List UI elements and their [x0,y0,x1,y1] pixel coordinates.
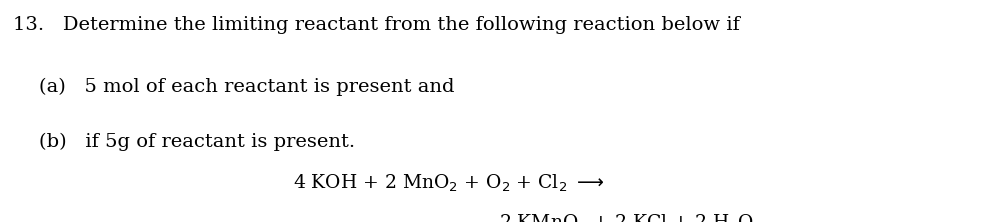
Text: 4 KOH + 2 MnO$_2$ + O$_2$ + Cl$_2$ $\longrightarrow$: 4 KOH + 2 MnO$_2$ + O$_2$ + Cl$_2$ $\lon… [293,173,604,194]
Text: (a)   5 mol of each reactant is present and: (a) 5 mol of each reactant is present an… [39,78,455,96]
Text: (b)   if 5g of reactant is present.: (b) if 5g of reactant is present. [39,133,356,151]
Text: 13.   Determine the limiting reactant from the following reaction below if: 13. Determine the limiting reactant from… [13,16,740,34]
Text: 2 KMnO$_4$ + 2 KCl + 2 H$_2$O: 2 KMnO$_4$ + 2 KCl + 2 H$_2$O [499,213,753,222]
